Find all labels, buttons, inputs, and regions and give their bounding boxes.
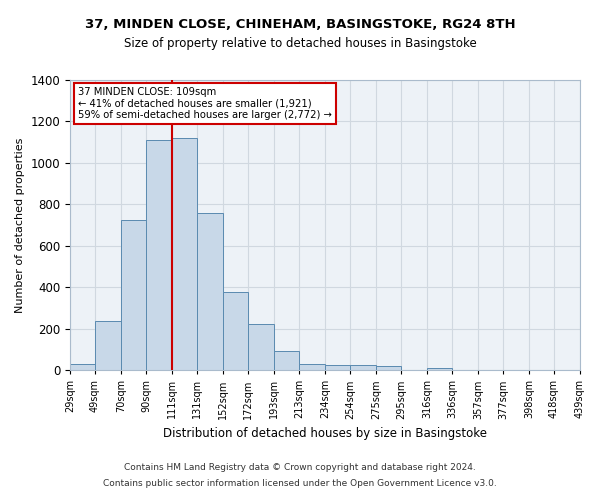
Bar: [248, 324, 274, 370]
Bar: [95, 322, 121, 370]
Bar: [121, 220, 146, 370]
Bar: [427, 368, 452, 370]
Text: 37 MINDEN CLOSE: 109sqm
← 41% of detached houses are smaller (1,921)
59% of semi: 37 MINDEN CLOSE: 109sqm ← 41% of detache…: [77, 88, 332, 120]
Y-axis label: Number of detached properties: Number of detached properties: [15, 138, 25, 313]
Bar: [146, 140, 172, 370]
Text: Contains HM Land Registry data © Crown copyright and database right 2024.: Contains HM Land Registry data © Crown c…: [124, 464, 476, 472]
Bar: [197, 212, 223, 370]
Text: Size of property relative to detached houses in Basingstoke: Size of property relative to detached ho…: [124, 38, 476, 51]
X-axis label: Distribution of detached houses by size in Basingstoke: Distribution of detached houses by size …: [163, 427, 487, 440]
Bar: [376, 366, 401, 370]
Bar: [172, 138, 197, 370]
Bar: [223, 292, 248, 370]
Bar: [70, 364, 95, 370]
Text: Contains public sector information licensed under the Open Government Licence v3: Contains public sector information licen…: [103, 478, 497, 488]
Bar: [350, 365, 376, 370]
Bar: [299, 364, 325, 370]
Bar: [325, 365, 350, 370]
Bar: [274, 352, 299, 370]
Text: 37, MINDEN CLOSE, CHINEHAM, BASINGSTOKE, RG24 8TH: 37, MINDEN CLOSE, CHINEHAM, BASINGSTOKE,…: [85, 18, 515, 30]
